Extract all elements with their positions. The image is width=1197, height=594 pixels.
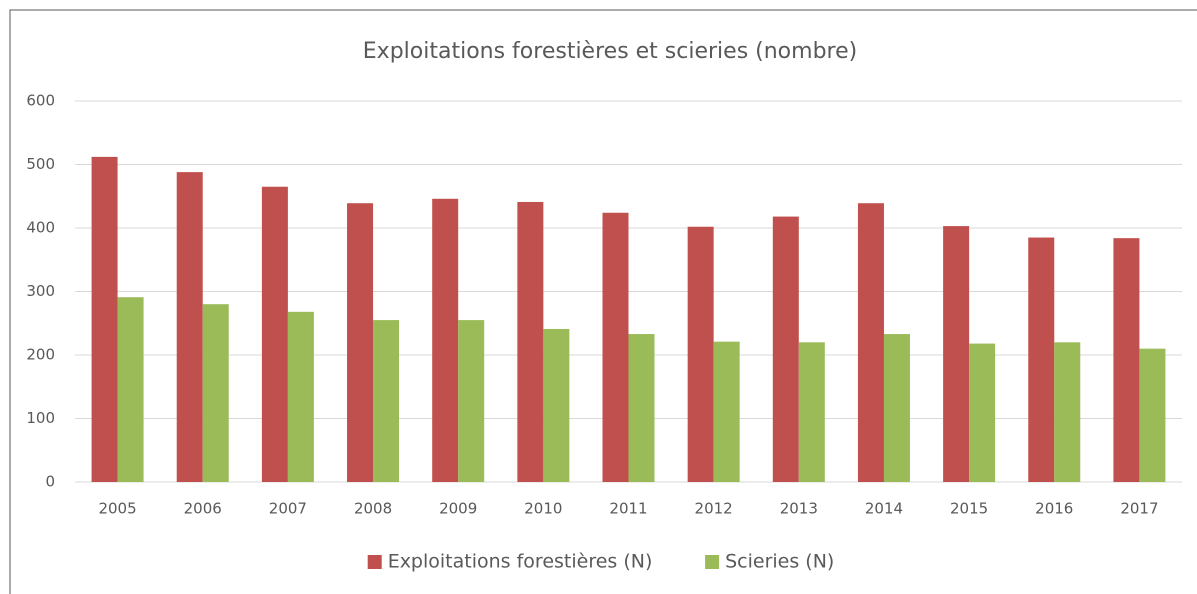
legend-label: Exploitations forestières (N)	[388, 551, 653, 573]
x-tick-label: 2012	[695, 500, 733, 518]
legend-swatch	[367, 555, 382, 569]
x-tick-label: 2008	[354, 500, 392, 518]
bar	[202, 304, 229, 482]
x-tick-label: 2016	[1035, 500, 1073, 518]
bar	[1113, 238, 1140, 482]
chart-border	[9, 9, 1197, 594]
y-tick-label: 200	[26, 346, 55, 364]
bar	[1139, 348, 1166, 482]
bar	[857, 203, 884, 483]
x-tick-label: 2010	[524, 500, 562, 518]
y-tick-label: 500	[26, 155, 55, 173]
bar	[1028, 237, 1055, 482]
bar	[1054, 342, 1081, 482]
bar	[432, 198, 459, 483]
bar	[458, 320, 485, 482]
y-tick-label: 100	[26, 409, 55, 427]
legend-label: Scieries (N)	[725, 551, 834, 573]
bar	[261, 186, 288, 482]
bar	[883, 334, 910, 482]
bar	[713, 341, 740, 482]
bar	[91, 156, 118, 482]
x-tick-label: 2015	[950, 500, 988, 518]
y-tick-label: 0	[45, 473, 55, 491]
x-tick-label: 2005	[98, 500, 136, 518]
bar	[373, 320, 400, 482]
bar	[543, 328, 570, 482]
bar	[347, 203, 374, 483]
x-tick-label: 2014	[865, 500, 903, 518]
x-tick-label: 2013	[780, 500, 818, 518]
y-tick-label: 300	[26, 282, 55, 300]
bar	[687, 226, 714, 482]
bar	[943, 226, 970, 482]
chart-title: Exploitations forestières et scieries (n…	[363, 39, 857, 64]
bar	[176, 172, 203, 482]
x-tick-label: 2007	[269, 500, 307, 518]
x-tick-label: 2009	[439, 500, 477, 518]
bar	[287, 311, 314, 482]
y-tick-label: 400	[26, 219, 55, 237]
bar	[969, 343, 996, 482]
bar	[602, 212, 629, 482]
bar	[798, 342, 825, 482]
x-tick-label: 2006	[184, 500, 222, 518]
bar	[517, 201, 544, 482]
x-tick-label: 2011	[609, 500, 647, 518]
bar	[628, 334, 655, 482]
y-tick-label: 600	[26, 92, 55, 110]
bar	[117, 297, 144, 482]
bar	[772, 216, 799, 482]
legend-swatch	[705, 555, 720, 569]
x-tick-label: 2017	[1120, 500, 1158, 518]
